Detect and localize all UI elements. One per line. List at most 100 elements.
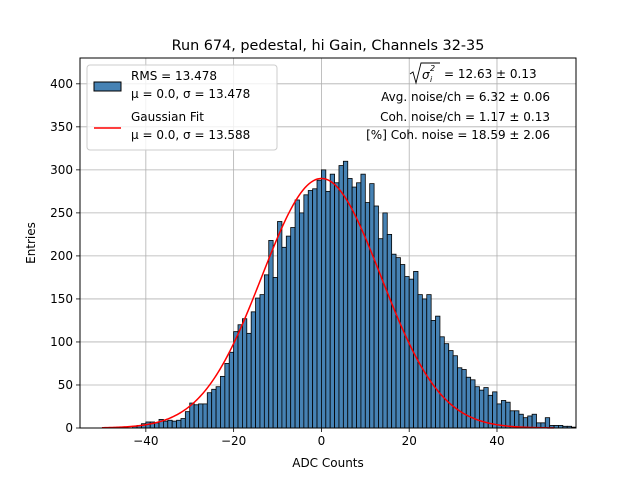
x-axis-label: ADC Counts [292,456,364,470]
histogram-bar [316,179,322,429]
histogram-bar [421,298,428,429]
histogram-bar [461,369,467,429]
histogram-bar [290,227,296,429]
histogram-bar [395,257,401,429]
histogram-bar [180,418,186,429]
histogram-bar [193,404,199,429]
histogram-bar [312,188,318,429]
legend-box [86,64,278,151]
annotation-pct-coh-noise: [%] Coh. noise = 18.59 ± 2.06 [366,128,550,142]
histogram-bar [544,417,551,429]
histogram-bar [522,417,529,429]
histogram-bar [448,350,454,429]
histogram-bar [303,194,309,429]
histogram-bar [430,320,436,429]
x-tick-label: 0 [318,434,326,448]
histogram-bar [263,274,270,429]
histogram-bar [391,253,397,429]
y-tick-label: 350 [50,120,73,134]
x-axis: −40 −20 0 20 40 [133,428,505,448]
legend-fit-line1: Gaussian Fit [131,110,204,124]
svg-text:i: i [430,75,433,84]
histogram-bar [220,375,226,429]
annotation-avg-noise: Avg. noise/ch = 6.32 ± 0.06 [381,90,550,104]
histogram-bar [321,169,327,429]
y-tick-label: 200 [50,249,73,263]
noise-annotations: σ 2 i = 12.63 ± 0.13 Avg. noise/ch = 6.3… [366,62,550,142]
histogram-bar [373,205,379,429]
legend-patch-rms [93,81,122,92]
histogram-bar [457,367,463,429]
histogram-bar [167,419,173,429]
histogram-bar [514,410,520,429]
histogram-bar [413,270,419,429]
histogram-bar [400,264,406,429]
plot-frame [79,57,577,429]
legend: RMS = 13.478 μ = 0.0, σ = 13.478 Gaussia… [86,64,278,151]
svg-text:σ: σ [422,68,430,82]
histogram-bar [281,246,287,429]
histogram-bar [382,212,388,429]
histogram-bar [426,294,432,429]
histogram-bar [465,376,472,429]
histogram-bar [307,190,314,429]
histogram-bar [176,419,182,429]
legend-fit-line2: μ = 0.0, σ = 13.588 [131,128,250,142]
histogram-bar [184,411,191,429]
histogram-bar [492,391,498,429]
histogram-bar [509,410,515,429]
x-tick-label: 20 [402,434,417,448]
y-tick-label: 100 [50,335,73,349]
histogram-bar [325,190,331,429]
histogram-bar [500,400,507,429]
y-axis: 0 50 100 150 200 250 300 350 400 [50,77,80,435]
histogram-bar [233,331,239,429]
histogram-bar [386,233,393,429]
sigma-symbol: σ 2 i [409,62,440,85]
chart-title: Run 674, pedestal, hi Gain, Channels 32-… [172,38,485,54]
y-tick-label: 50 [58,378,73,392]
histogram-bar [378,238,384,429]
x-tick-label: −20 [221,434,246,448]
histogram-bar [435,315,441,429]
histogram-bar [224,363,230,429]
histogram-bars [132,160,577,429]
histogram-bar [228,351,235,429]
histogram-bar [285,235,292,429]
legend-rms-line1: RMS = 13.478 [131,69,217,83]
histogram-bar [364,202,371,429]
histogram-bar [505,401,511,429]
x-tick-label: 40 [489,434,504,448]
y-tick-label: 300 [50,163,73,177]
histogram-bar [452,355,458,429]
histogram-bar [198,403,204,429]
histogram-bar [531,413,537,429]
histogram-bar [246,332,252,429]
histogram-bar [277,221,283,429]
legend-rms-line2: μ = 0.0, σ = 13.478 [131,87,250,101]
histogram-bar [439,336,445,429]
annotation-sigma: = 12.63 ± 0.13 [444,67,537,81]
y-tick-label: 400 [50,77,73,91]
histogram-bar [470,379,476,429]
histogram-bar [334,182,340,429]
histogram-bar [527,415,533,429]
histogram-bar [360,173,366,429]
histogram-bar [259,294,265,429]
histogram-bar [215,386,221,429]
histogram-bar [408,278,414,429]
histogram-bar [272,277,278,429]
y-tick-label: 150 [50,292,73,306]
histogram-bar [268,240,274,429]
histogram-bar [250,311,256,429]
histogram-bar [443,343,450,429]
histogram-bar [404,276,410,429]
svg-text:2: 2 [430,64,435,73]
histogram-bar [154,422,160,429]
histogram-bar [162,420,169,429]
histogram-bar [242,318,248,429]
gaussian-fit-line [101,177,555,429]
histogram-bar [189,402,195,429]
